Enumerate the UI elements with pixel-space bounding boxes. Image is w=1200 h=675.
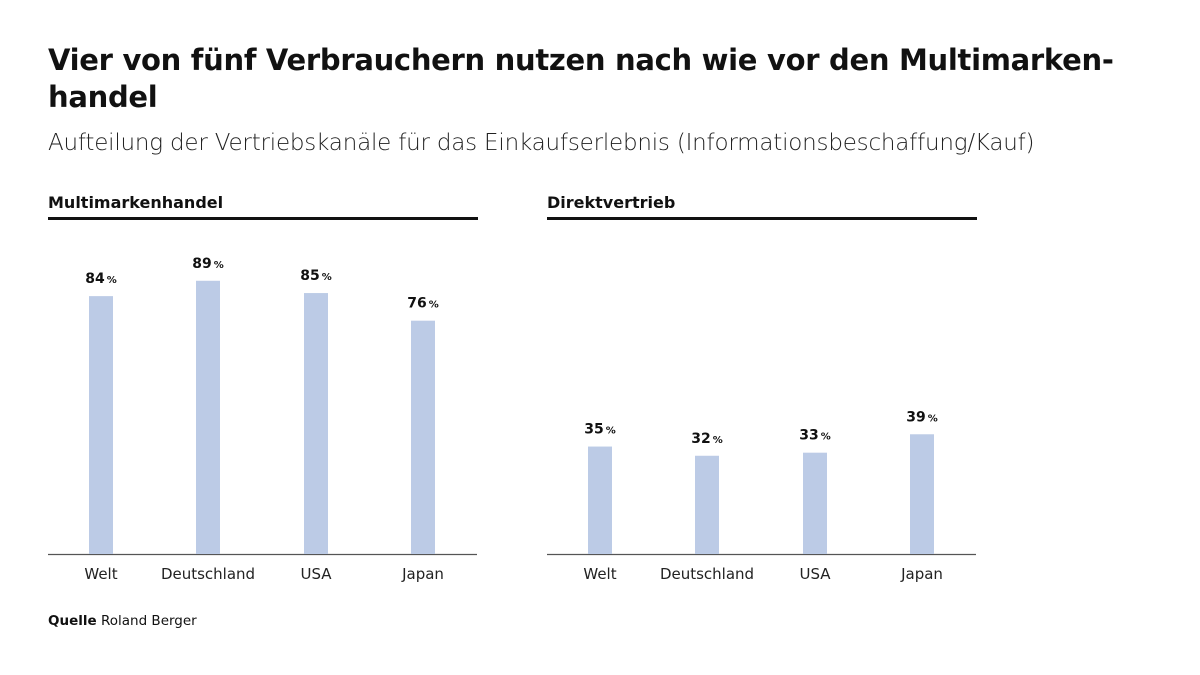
category-label: USA [799, 565, 831, 583]
source-note: Quelle Roland Berger [48, 613, 197, 629]
source-text: Roland Berger [100, 613, 197, 629]
panel-rule [547, 217, 977, 220]
bar-deutschland [196, 280, 220, 554]
data-label: 32% [691, 431, 723, 447]
bar-japan [910, 434, 934, 554]
category-label: Deutschland [660, 565, 754, 583]
category-label: Welt [84, 565, 117, 583]
data-label: 85% [300, 268, 332, 284]
panel-title-direktvertrieb: Direktvertrieb [547, 193, 676, 212]
bar-japan [411, 320, 435, 554]
category-label: USA [300, 565, 332, 583]
bar-welt [588, 446, 612, 554]
bar-welt [89, 296, 113, 554]
source-label: Quelle [48, 613, 97, 629]
bar-usa [304, 293, 328, 554]
data-label: 76% [407, 296, 439, 312]
category-label: Japan [401, 565, 444, 583]
data-label: 39% [906, 409, 938, 425]
category-label: Deutschland [161, 565, 255, 583]
data-label: 84% [85, 271, 117, 287]
bar-deutschland [695, 455, 719, 554]
panel-rule [48, 217, 478, 220]
data-label: 33% [799, 428, 831, 444]
category-label: Japan [900, 565, 943, 583]
category-label: Welt [583, 565, 616, 583]
data-label: 89% [192, 256, 224, 272]
bar-usa [803, 452, 827, 554]
chart-subtitle: Aufteilung der Vertriebskanäle für das E… [48, 130, 1035, 156]
data-label: 35% [584, 422, 616, 438]
panel-title-multimarkenhandel: Multimarkenhandel [48, 193, 224, 212]
chart-title: Vier von fünf Verbrauchern nutzen nach w… [48, 43, 1114, 114]
